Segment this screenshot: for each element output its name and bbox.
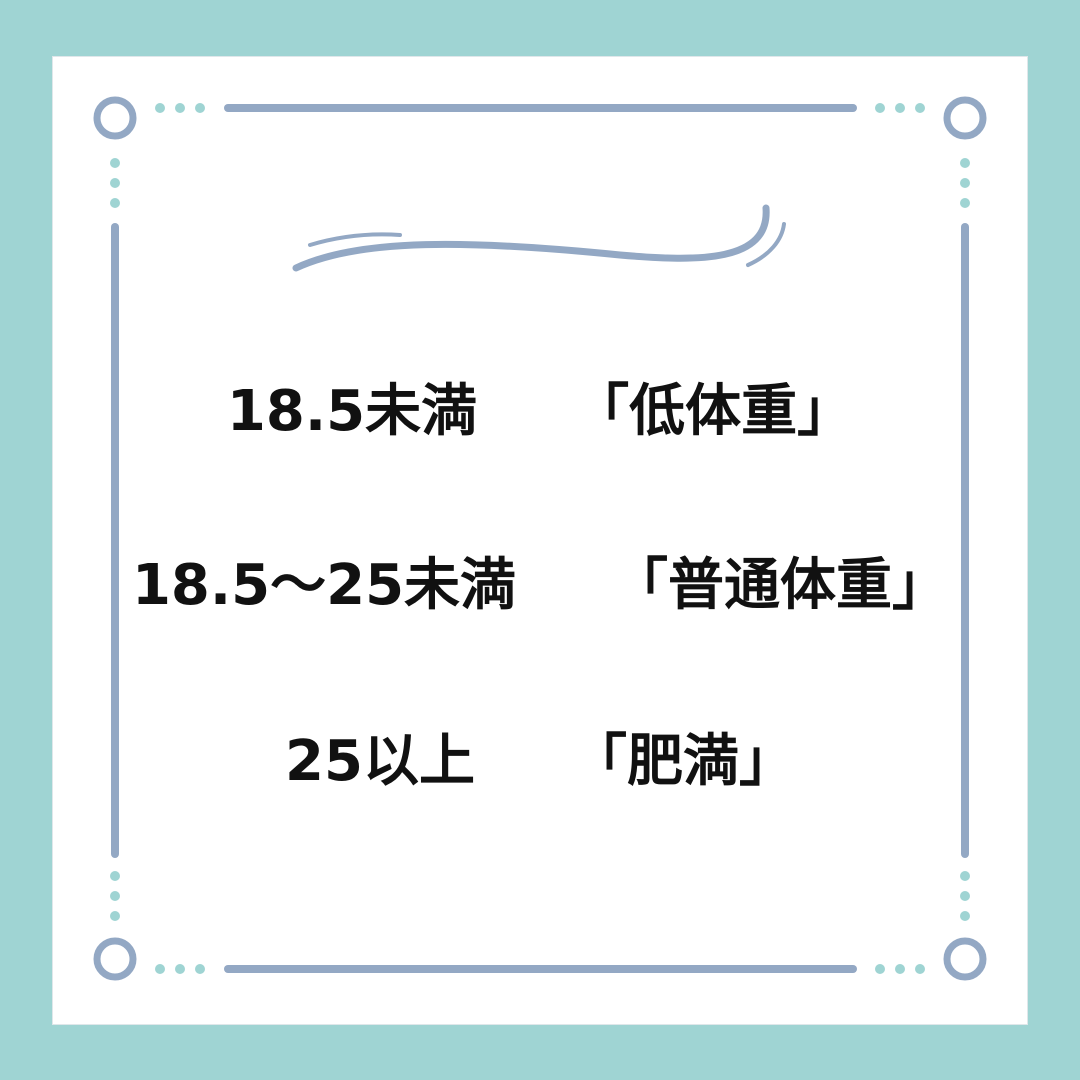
bmi-row-underweight: 18.5未満 「低体重」	[0, 366, 1080, 447]
corner-ring-icon	[93, 96, 137, 140]
corner-ring-icon	[943, 96, 987, 140]
corner-ring-icon	[93, 937, 137, 981]
bmi-range: 18.5〜25未満	[131, 553, 517, 618]
dots-icon	[110, 103, 970, 974]
wind-swoosh-icon	[292, 204, 786, 272]
bmi-label: 「普通体重」	[612, 553, 949, 618]
content-card	[53, 57, 1027, 1024]
bmi-range: 18.5未満	[226, 379, 478, 444]
bmi-label: 「低体重」	[573, 379, 854, 444]
bmi-label: 「肥満」	[570, 729, 795, 794]
bmi-row-normal: 18.5〜25未満 「普通体重」	[0, 540, 1080, 621]
corner-ring-icon	[943, 937, 987, 981]
bmi-row-obese: 25以上 「肥満」	[0, 716, 1080, 797]
bmi-range: 25以上	[285, 729, 475, 794]
